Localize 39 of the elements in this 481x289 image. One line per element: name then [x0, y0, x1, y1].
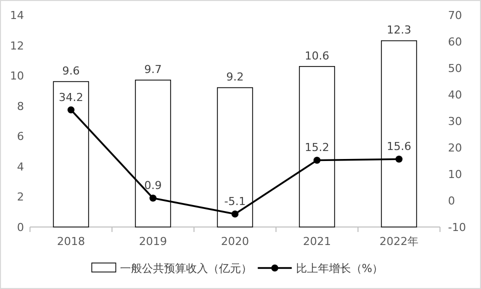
data-label: 12.3 [386, 24, 412, 37]
y2-tick-label: 60 [448, 36, 462, 48]
y-tick-label: 4 [17, 160, 24, 174]
y-tick-label: 6 [17, 130, 24, 144]
y-tick-label: 12 [10, 39, 24, 52]
y-tick-label: 14 [10, 9, 24, 22]
legend-label: 一般公共预算收入（亿元） [120, 262, 252, 275]
data-label: 9.6 [62, 64, 80, 78]
x-tick-label: 2018 [57, 235, 85, 248]
y-tick-label: 2 [17, 190, 24, 204]
data-label: 0.9 [144, 179, 162, 192]
data-label: 34.2 [58, 90, 84, 104]
y2-tick-label: 20 [448, 142, 462, 154]
point [150, 194, 156, 202]
y2-tick-label: 40 [448, 88, 462, 102]
point [396, 156, 402, 163]
data-label: 10.6 [304, 49, 330, 62]
x-tick-label: 2019 [139, 235, 167, 248]
point [232, 210, 238, 218]
data-label: -5.1 [224, 195, 246, 208]
legend-label: 比上年增长（%） [296, 262, 384, 275]
y2-tick-label: 30 [448, 115, 462, 128]
data-label: 15.2 [304, 141, 330, 154]
y2-tick-label: -10 [448, 221, 466, 234]
data-label: 9.7 [144, 63, 162, 76]
y2-tick-label: 10 [448, 168, 462, 181]
data-label: 15.6 [386, 140, 412, 154]
x-tick-label: 2022年 [380, 235, 418, 248]
x-tick-label: 2021 [303, 235, 331, 248]
y2-tick-label: 50 [448, 62, 462, 75]
y-tick-label: 0 [17, 221, 24, 234]
y2-tick-label: 0 [448, 194, 455, 208]
x-tick-label: 2020 [221, 235, 249, 248]
point [68, 106, 74, 114]
y-tick-label: 8 [17, 100, 24, 113]
point [314, 156, 320, 164]
y2-tick-label: 70 [448, 9, 462, 22]
data-label: 9.2 [226, 70, 244, 84]
y-tick-label: 10 [10, 70, 24, 83]
